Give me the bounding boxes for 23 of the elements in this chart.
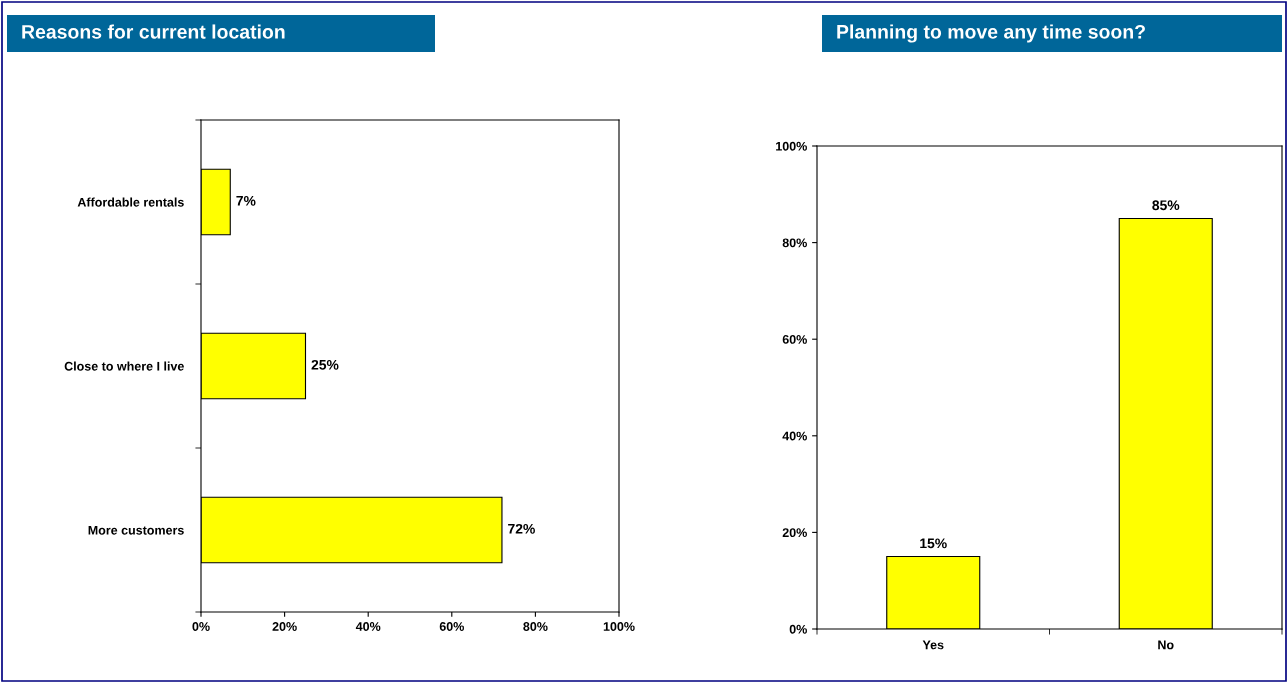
data-label: 72%	[508, 523, 535, 534]
x-tick-label: 0%	[192, 622, 210, 631]
y-tick-label: Close to where I live	[64, 361, 184, 371]
x-tick-label: 100%	[603, 622, 635, 631]
y-tick-label: More customers	[88, 525, 184, 535]
y-tick-label: Affordable rentals	[77, 197, 184, 207]
y-tick-label: 80%	[782, 238, 807, 248]
y-tick-label: 100%	[776, 141, 807, 151]
data-label: 85%	[1152, 200, 1180, 211]
y-tick-label: 40%	[782, 431, 807, 441]
chart-title: Reasons for current location	[22, 24, 285, 39]
y-tick-label: 60%	[782, 335, 807, 344]
chart-title: Planning to move any time soon?	[837, 24, 1145, 43]
x-tick-label: No	[1158, 640, 1174, 650]
x-tick-label: Yes	[922, 640, 944, 650]
x-tick-label: 40%	[355, 622, 381, 631]
data-label: 25%	[311, 359, 339, 370]
data-label: 15%	[920, 538, 947, 549]
data-label: 7%	[236, 195, 256, 206]
x-tick-label: 60%	[439, 622, 464, 631]
y-tick-label: 20%	[782, 528, 807, 538]
x-tick-label: 20%	[272, 622, 297, 631]
x-tick-label: 80%	[523, 622, 548, 631]
